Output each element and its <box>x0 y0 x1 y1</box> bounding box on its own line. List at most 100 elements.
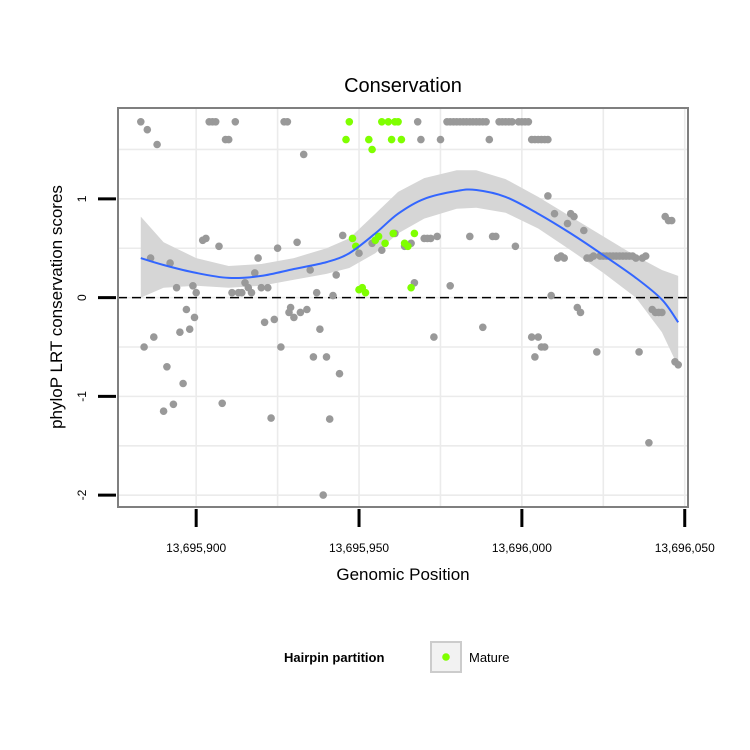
data-point-mature <box>361 288 370 297</box>
data-point-other <box>335 369 344 378</box>
data-point-other <box>527 333 536 341</box>
data-point-mature <box>384 118 393 126</box>
data-point-other <box>319 491 328 499</box>
data-point-other <box>182 305 191 314</box>
legend-label-mature: Mature <box>469 650 509 665</box>
data-point-other <box>283 118 292 126</box>
data-point-other <box>563 219 572 228</box>
data-point-other <box>238 288 246 297</box>
data-point-mature <box>342 135 350 144</box>
data-point-other <box>211 118 220 126</box>
data-point-other <box>176 328 184 337</box>
data-point-other <box>508 118 516 126</box>
data-point-mature <box>387 135 396 144</box>
data-point-other <box>329 291 337 300</box>
smooth-trend-line <box>140 188 680 323</box>
data-point-other <box>270 315 279 324</box>
data-point-other <box>436 135 445 144</box>
plot-panel <box>118 108 688 507</box>
data-point-other <box>192 288 200 297</box>
data-point-mature <box>365 135 373 144</box>
x-tick-label: 13,696,000 <box>492 541 552 555</box>
data-point-other <box>593 348 601 356</box>
data-point-other <box>560 254 568 262</box>
data-point-other <box>254 254 262 262</box>
y-tick-label: -1 <box>75 391 89 402</box>
data-point-other <box>540 343 549 351</box>
data-point-other <box>433 232 442 241</box>
data-point-mature <box>410 229 419 238</box>
y-tick-label: 1 <box>75 195 89 202</box>
data-point-other <box>667 216 676 225</box>
data-point-other <box>228 288 236 297</box>
data-point-other <box>303 305 311 314</box>
legend: Hairpin partition Mature <box>284 641 509 673</box>
data-point-other <box>251 269 259 277</box>
data-point-other <box>576 308 585 317</box>
legend-title: Hairpin partition <box>284 650 384 665</box>
data-point-other <box>632 254 640 262</box>
data-point-other <box>277 343 285 351</box>
data-point-other <box>143 125 152 134</box>
data-point-mature <box>381 239 389 248</box>
data-point-other <box>544 192 552 200</box>
data-point-other <box>179 379 187 388</box>
data-point-mature <box>394 118 402 126</box>
data-point-other <box>312 288 321 297</box>
data-point-other <box>485 135 494 144</box>
data-point-other <box>332 271 341 279</box>
data-point-other <box>231 118 240 126</box>
data-point-other <box>202 234 210 243</box>
x-tick-label: 13,695,950 <box>329 541 389 555</box>
data-point-other <box>172 283 181 292</box>
data-point-other <box>580 226 588 235</box>
data-point-mature <box>378 118 386 126</box>
data-point-other <box>524 118 533 126</box>
data-point-other <box>264 283 272 292</box>
data-point-other <box>338 231 347 240</box>
data-point-other <box>511 242 520 251</box>
data-point-other <box>306 266 315 274</box>
data-point-other <box>185 325 194 334</box>
data-point-other <box>190 313 199 322</box>
data-point-other <box>547 291 555 300</box>
data-point-other <box>309 353 318 361</box>
data-point-other <box>140 343 148 351</box>
x-tick-label: 13,695,900 <box>166 541 226 555</box>
y-axis-title: phyloP LRT conservation scores <box>47 185 66 429</box>
data-point-mature <box>404 242 412 251</box>
data-point-other <box>150 333 158 341</box>
data-point-other <box>260 318 269 327</box>
data-point-other <box>479 323 487 332</box>
data-point-other <box>645 439 653 447</box>
data-point-other <box>426 234 435 243</box>
data-point-other <box>290 313 298 322</box>
data-point-other <box>299 150 308 159</box>
data-point-other <box>137 118 145 126</box>
data-point-mature <box>345 118 354 126</box>
data-point-other <box>482 118 490 126</box>
data-point-other <box>544 135 552 144</box>
series-mature-points <box>342 118 419 297</box>
y-tick-label: 0 <box>75 294 89 301</box>
data-point-other <box>550 209 559 218</box>
data-point-other <box>658 308 666 317</box>
legend-key-mature-dot <box>442 653 450 661</box>
data-point-other <box>267 414 275 422</box>
data-point-other <box>531 353 539 361</box>
data-point-other <box>273 244 282 252</box>
data-point-other <box>378 246 386 254</box>
data-point-other <box>413 118 422 126</box>
data-point-other <box>589 252 598 260</box>
data-point-other <box>286 303 295 312</box>
y-axis: -2 -1 0 1 <box>75 108 119 507</box>
x-tick-label: 13,696,050 <box>655 541 715 555</box>
y-tick-label: -2 <box>75 489 89 500</box>
data-point-other <box>247 288 256 297</box>
data-point-mature <box>348 234 357 243</box>
data-point-other <box>215 242 223 251</box>
data-point-other <box>224 135 233 144</box>
data-point-other <box>325 415 334 423</box>
data-point-other <box>492 232 500 241</box>
